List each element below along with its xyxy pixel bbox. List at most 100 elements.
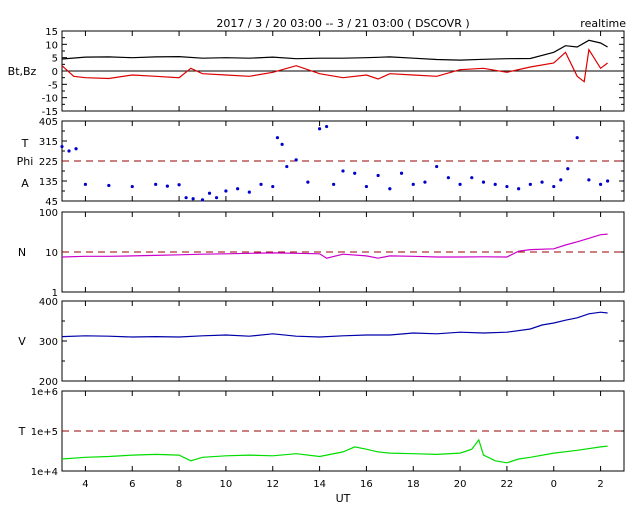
realtime-tag: realtime [580,17,626,30]
chart-title: 2017 / 3 / 20 03:00 -- 3 / 21 03:00 ( DS… [216,17,469,30]
x-axis: 4 6 8 10 12 14 16 18 20 22 0 2 [82,479,604,490]
y-axis-label: A [21,177,29,190]
y-axis-label: Bt,Bz [8,65,37,78]
y-tick-label: 100 [39,208,58,219]
x-tick-label: 16 [360,479,373,490]
data-point [130,184,134,189]
x-tick-label: 10 [220,479,233,490]
data-point [411,182,415,186]
x-tick-label: 20 [454,479,467,490]
data-point [575,136,579,140]
data-point [74,147,78,151]
data-point [285,164,289,169]
data-point [552,184,556,189]
panels: 15 10 5 0 -5 -10 -15 Bt,Bz 405 315 225 135 45 T Phi A 10… [8,27,625,478]
y-tick-label: 400 [39,297,58,308]
y-tick-label: -5 [48,80,58,91]
data-point [317,127,322,131]
data-point [598,182,603,186]
y-tick-label: 1e+6 [31,387,58,398]
panel-magnetic-field: 15 10 5 0 -5 -10 -15 Bt,Bz [8,27,625,118]
data-point [306,180,310,184]
series-line-V [61,311,608,338]
y-tick-label: 5 [52,54,58,65]
data-point [60,144,64,149]
panel-speed: 400 300 200 V [18,297,625,388]
data-point [540,180,544,184]
data-point [200,198,205,202]
data-point [280,142,284,146]
data-point [517,187,521,191]
y-tick-label: 15 [45,27,58,38]
data-point [587,178,591,182]
data-point [165,184,169,188]
data-point [364,184,369,189]
panel-temperature: 1e+6 1e+5 1e+4 T [18,387,625,478]
y-axis-label: N [18,246,26,259]
y-tick-label: 10 [45,248,58,259]
data-point [376,173,380,178]
series-line-N [61,233,608,259]
data-point [214,196,219,200]
data-point [247,190,251,194]
panel-density: 100 10 1 N [18,208,625,299]
data-point [458,182,462,186]
data-point [207,191,212,195]
data-point [446,176,450,180]
data-point [275,136,280,140]
y-tick-label: 300 [39,337,58,348]
data-point [332,182,336,186]
y-axis-label: Phi [17,155,34,168]
data-point [566,167,570,171]
series-line-Bt [61,39,608,61]
data-point [177,183,181,187]
data-point [559,178,563,182]
data-point [107,183,111,188]
x-tick-label: 0 [551,479,557,490]
data-point [505,184,509,189]
data-point [435,164,439,169]
data-point [341,169,345,173]
y-tick-label: 1 [52,288,58,299]
x-tick-label: 14 [313,479,326,490]
panel-frame [61,300,625,382]
y-tick-label: 1e+4 [31,467,58,478]
series-line-T [61,438,608,464]
series-line-Bz [61,48,608,83]
data-point [294,158,298,162]
data-point [353,171,357,175]
data-point [470,176,474,180]
data-point [224,189,228,193]
y-tick-label: 10 [45,40,58,51]
data-point [184,196,188,200]
y-tick-label: 45 [45,197,58,208]
data-point [325,124,329,129]
data-point [399,171,404,175]
y-tick-label: 405 [39,117,58,128]
x-tick-label: 6 [129,479,135,490]
x-axis-label: UT [336,492,351,505]
y-tick-label: 135 [39,177,58,188]
y-tick-label: -10 [42,94,58,105]
data-point [481,180,486,184]
data-point [423,180,427,184]
y-tick-label: 315 [39,137,58,148]
x-tick-label: 8 [176,479,182,490]
y-tick-label: 225 [39,157,58,168]
panel-direction: 405 315 225 135 45 T Phi A [17,117,625,208]
data-point [493,182,497,186]
data-point [259,182,263,186]
data-point [271,184,275,189]
x-tick-label: 12 [266,479,279,490]
data-point [83,182,88,186]
data-point [528,182,532,186]
y-axis-label: V [18,335,26,348]
data-point [67,149,71,153]
y-tick-label: 0 [52,67,58,78]
x-tick-label: 2 [597,479,603,490]
y-tick-label: -15 [42,107,58,118]
data-point [606,179,610,183]
data-point [236,187,240,191]
y-axis-label: T [18,425,26,438]
